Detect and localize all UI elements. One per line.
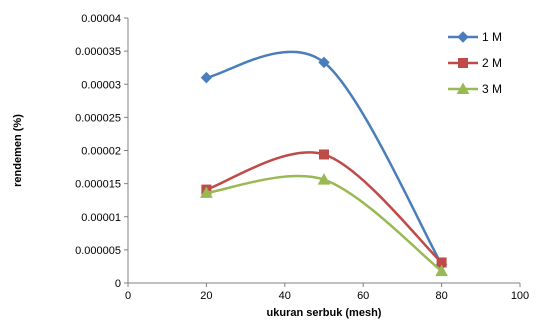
legend-swatch-marker: [458, 58, 468, 68]
y-axis-label: rendemen (%): [12, 114, 24, 187]
legend-swatch-marker: [457, 31, 469, 43]
y-tick-label: 0.00003: [81, 79, 121, 91]
y-tick-label: 0: [115, 278, 121, 290]
data-point: [319, 149, 329, 160]
data-point: [318, 56, 330, 69]
legend-item: 3 M: [448, 82, 502, 96]
y-tick-label: 0.00001: [81, 212, 121, 224]
x-tick-label: 0: [125, 290, 131, 302]
x-tick-label: 40: [279, 290, 291, 302]
y-tick-label: 0.000035: [75, 46, 121, 58]
series-1: [200, 50, 448, 271]
x-tick-label: 80: [435, 290, 447, 302]
legend-item: 1 M: [448, 30, 502, 44]
x-tick-label: 100: [511, 290, 529, 302]
x-tick-label: 20: [200, 290, 212, 302]
y-tick-label: 0.000025: [75, 112, 121, 124]
series-layer: [200, 50, 448, 277]
legend-label: 3 M: [482, 82, 502, 96]
y-tick-label: 0.000015: [75, 179, 121, 191]
series-line: [206, 50, 443, 266]
legend-swatch-marker: [456, 82, 470, 94]
legend-label: 2 M: [482, 56, 502, 70]
legend: 1 M 2 M 3 M: [448, 30, 502, 96]
series-line: [206, 151, 443, 264]
x-tick-label: 60: [357, 290, 369, 302]
y-tick-label: 0.000005: [75, 245, 121, 257]
data-point: [200, 71, 213, 84]
data-point: [317, 173, 331, 185]
x-axis-ticks: 0 20 40 60 80 100: [125, 283, 529, 302]
legend-item: 2 M: [448, 56, 502, 70]
x-axis-label: ukuran serbuk (mesh): [267, 307, 382, 319]
data-point: [435, 264, 448, 277]
series-3: [200, 173, 448, 277]
legend-label: 1 M: [482, 30, 502, 44]
data-point: [200, 186, 213, 198]
series-2: [201, 149, 447, 268]
y-tick-label: 0.00002: [81, 146, 121, 158]
y-tick-label: 0.00004: [81, 13, 121, 25]
y-axis-ticks: 0 0.000005 0.00001 0.000015 0.00002 0.000025 0…: [75, 13, 128, 290]
